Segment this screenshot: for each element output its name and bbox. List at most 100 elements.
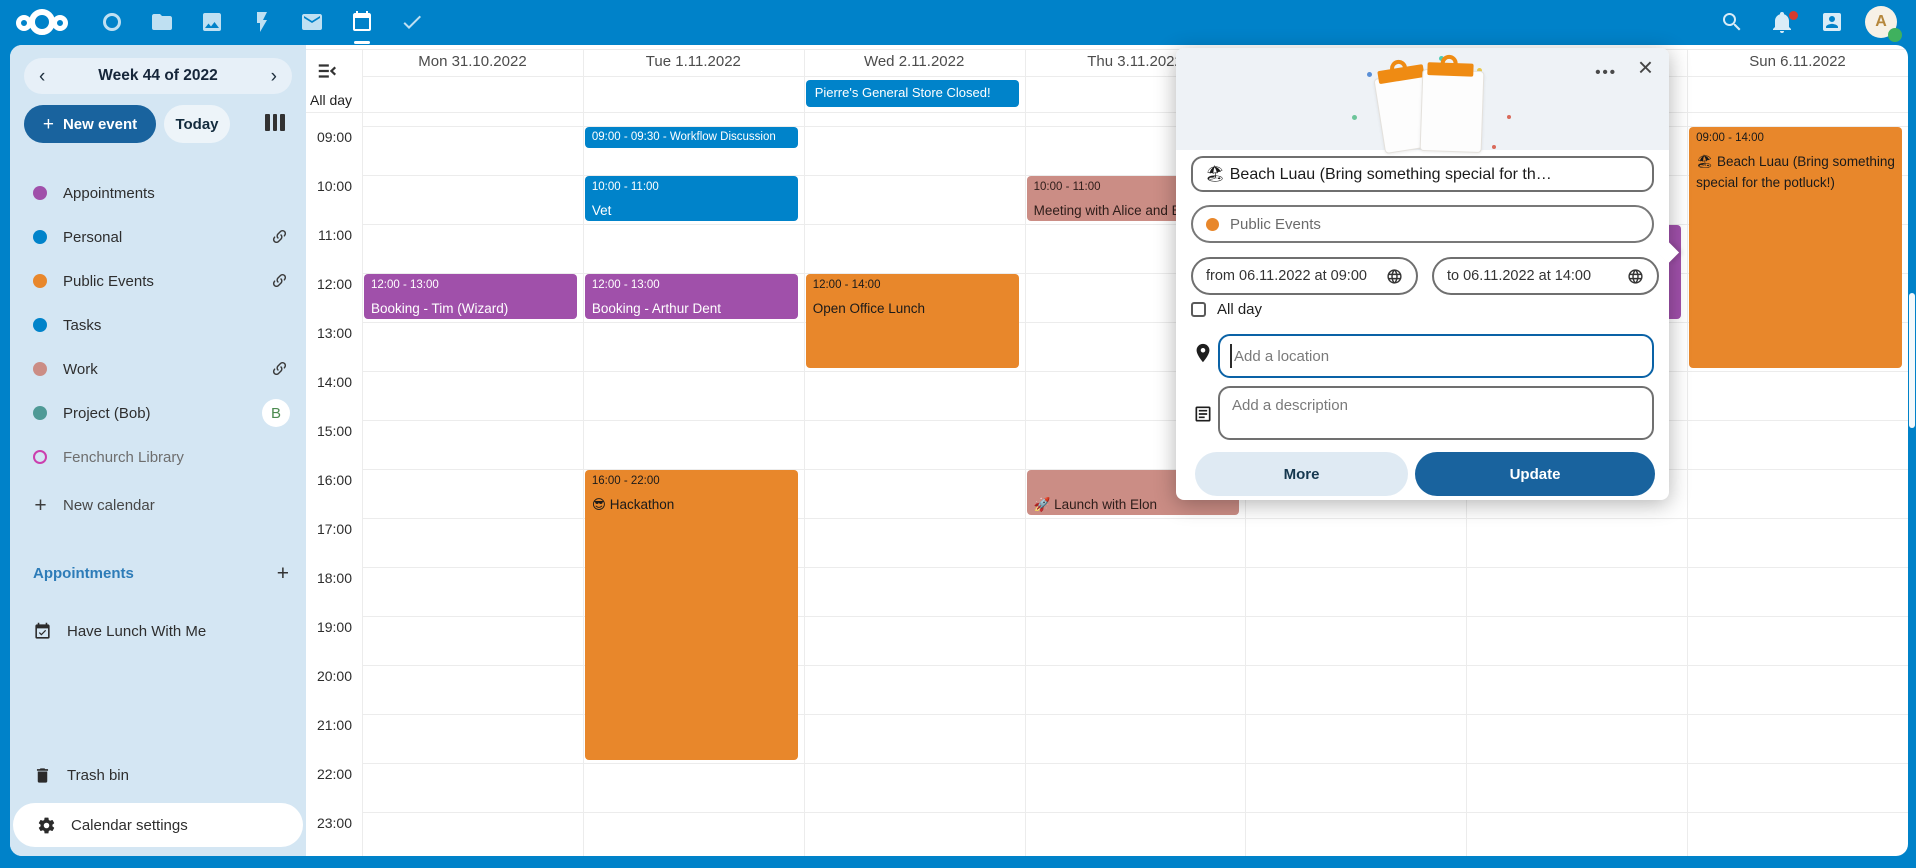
sidebar-calendar-fenchurch-library[interactable]: Fenchurch Library — [10, 435, 306, 479]
grid-line — [362, 714, 1908, 715]
previous-week-button[interactable]: ‹ — [39, 65, 46, 87]
shared-avatar: B — [262, 399, 290, 427]
calendar-color-dot — [33, 186, 47, 200]
clip-bar — [1427, 62, 1474, 77]
description-input[interactable] — [1218, 386, 1654, 440]
gear-icon — [38, 817, 55, 833]
calendar-color-dot — [33, 274, 47, 288]
appointment-label: Have Lunch With Me — [67, 622, 207, 640]
sidebar-calendar-tasks[interactable]: Tasks — [10, 303, 306, 347]
grid-column-line — [582, 49, 584, 856]
grid-line — [362, 322, 1908, 323]
nextcloud-logo[interactable] — [16, 9, 88, 36]
search-icon[interactable] — [1720, 10, 1744, 34]
location-input[interactable] — [1218, 334, 1654, 378]
hour-label: 12:00 — [316, 276, 352, 292]
grid-line — [362, 420, 1908, 421]
contacts-icon[interactable] — [1820, 10, 1844, 34]
globe-icon[interactable] — [1386, 268, 1403, 285]
add-appointment-button[interactable]: + — [276, 562, 289, 585]
hour-label: 18:00 — [316, 570, 352, 586]
calendar-select[interactable]: Public Events — [1191, 205, 1654, 243]
hour-label: 19:00 — [316, 619, 352, 635]
day-header[interactable]: Tue 1.11.2022 — [645, 53, 741, 70]
plus-icon: + — [34, 493, 47, 517]
appointments-section-header: Appointments — [33, 565, 134, 582]
calendar-event[interactable]: 12:00 - 13:00 Booking - Arthur Dent — [584, 274, 798, 319]
sidebar-calendar-project-bob[interactable]: Project (Bob) B — [10, 391, 306, 435]
activity-lightning-icon[interactable] — [250, 10, 274, 34]
event-title-input[interactable] — [1191, 156, 1654, 192]
grid-column-line — [1024, 49, 1026, 856]
files-folder-icon[interactable] — [150, 10, 174, 34]
day-header[interactable]: Wed 2.11.2022 — [863, 53, 965, 70]
calendar-event[interactable]: 16:00 - 22:00 😎 Hackathon — [584, 470, 798, 760]
close-icon[interactable] — [1638, 54, 1653, 80]
hour-label: 09:00 — [316, 129, 352, 145]
event-editor-popup: Public Events from 06.11.2022 at 09:00 t… — [1176, 48, 1680, 500]
calendar-color-dot — [1206, 217, 1219, 231]
calendar-color-dot — [33, 406, 47, 420]
hour-label: 21:00 — [316, 717, 352, 733]
week-switcher: ‹ Week 44 of 2022 › — [24, 58, 292, 94]
all-day-checkbox-label: All day — [1217, 301, 1263, 318]
calendar-label: Personal — [63, 228, 123, 246]
menu-open-icon[interactable] — [316, 60, 338, 79]
all-day-label: All day — [310, 92, 353, 108]
week-view-toggle-icon[interactable] — [265, 114, 289, 132]
location-pin-icon — [1196, 343, 1210, 363]
update-button[interactable]: Update — [1415, 452, 1655, 496]
calendar-event[interactable]: 09:00 - 09:30 - Workflow Discussion — [584, 127, 798, 148]
shared-link-icon — [272, 361, 287, 376]
grid-line — [362, 126, 1908, 127]
dashboard-icon[interactable] — [100, 10, 124, 34]
appointment-item[interactable]: Have Lunch With Me — [10, 615, 306, 647]
calendar-label: Tasks — [63, 316, 102, 334]
day-header[interactable]: Mon 31.10.2022 — [418, 53, 527, 70]
sidebar: ‹ Week 44 of 2022 › + New event Today Ap… — [10, 45, 306, 856]
grid-line — [362, 616, 1908, 617]
grid-line — [362, 763, 1908, 764]
sidebar-calendar-work[interactable]: Work — [10, 347, 306, 391]
sidebar-calendar-public-events[interactable]: Public Events — [10, 259, 306, 303]
new-event-button[interactable]: + New event — [24, 105, 156, 143]
calendar-event[interactable]: 12:00 - 14:00 Open Office Lunch — [805, 274, 1019, 368]
grid-line — [306, 112, 1908, 113]
sidebar-calendar-appointments[interactable]: Appointments — [10, 171, 306, 215]
calendar-settings-button[interactable]: Calendar settings — [13, 803, 303, 847]
today-button[interactable]: Today — [164, 105, 230, 143]
more-options-icon[interactable] — [1595, 64, 1617, 81]
calendar-icon[interactable] — [350, 10, 374, 34]
notifications-bell-icon[interactable] — [1770, 10, 1794, 34]
hour-label: 13:00 — [316, 325, 352, 341]
hour-label: 15:00 — [316, 423, 352, 439]
grid-line — [306, 49, 1908, 50]
hour-label: 11:00 — [318, 227, 352, 243]
hour-label: 10:00 — [316, 178, 352, 194]
day-header[interactable]: Sun 6.11.2022 — [1749, 53, 1846, 70]
more-button[interactable]: More — [1195, 452, 1408, 496]
tasks-check-icon[interactable] — [400, 10, 424, 34]
start-datetime-button[interactable]: from 06.11.2022 at 09:00 — [1191, 257, 1418, 295]
next-week-button[interactable]: › — [270, 65, 277, 87]
scrollbar[interactable] — [1909, 293, 1915, 428]
day-header[interactable]: Thu 3.11.2022 — [1087, 53, 1183, 70]
mail-icon[interactable] — [300, 10, 324, 34]
end-datetime-button[interactable]: to 06.11.2022 at 14:00 — [1432, 257, 1659, 295]
all-day-checkbox[interactable] — [1191, 302, 1206, 317]
trash-bin-button[interactable]: Trash bin — [10, 759, 306, 791]
globe-icon[interactable] — [1627, 268, 1644, 285]
new-calendar-button[interactable]: + New calendar — [10, 483, 306, 527]
all-day-event[interactable]: Pierre's General Store Closed! — [805, 80, 1019, 107]
start-datetime-value: from 06.11.2022 at 09:00 — [1206, 268, 1367, 284]
calendar-event[interactable]: 12:00 - 13:00 Booking - Tim (Wizard) — [364, 274, 577, 319]
text-cursor — [1230, 344, 1232, 368]
calendar-color-dot — [33, 362, 47, 376]
calendar-event[interactable]: 10:00 - 11:00 Vet — [584, 176, 798, 221]
sidebar-calendar-personal[interactable]: Personal — [10, 215, 306, 259]
clip-bar — [1377, 64, 1425, 85]
avatar[interactable]: A — [1865, 6, 1897, 38]
photos-icon[interactable] — [200, 10, 224, 34]
calendar-event[interactable]: 09:00 - 14:00 🏖 Beach Luau (Bring somethi… — [1689, 127, 1902, 368]
calendar-label: Appointments — [63, 184, 155, 202]
